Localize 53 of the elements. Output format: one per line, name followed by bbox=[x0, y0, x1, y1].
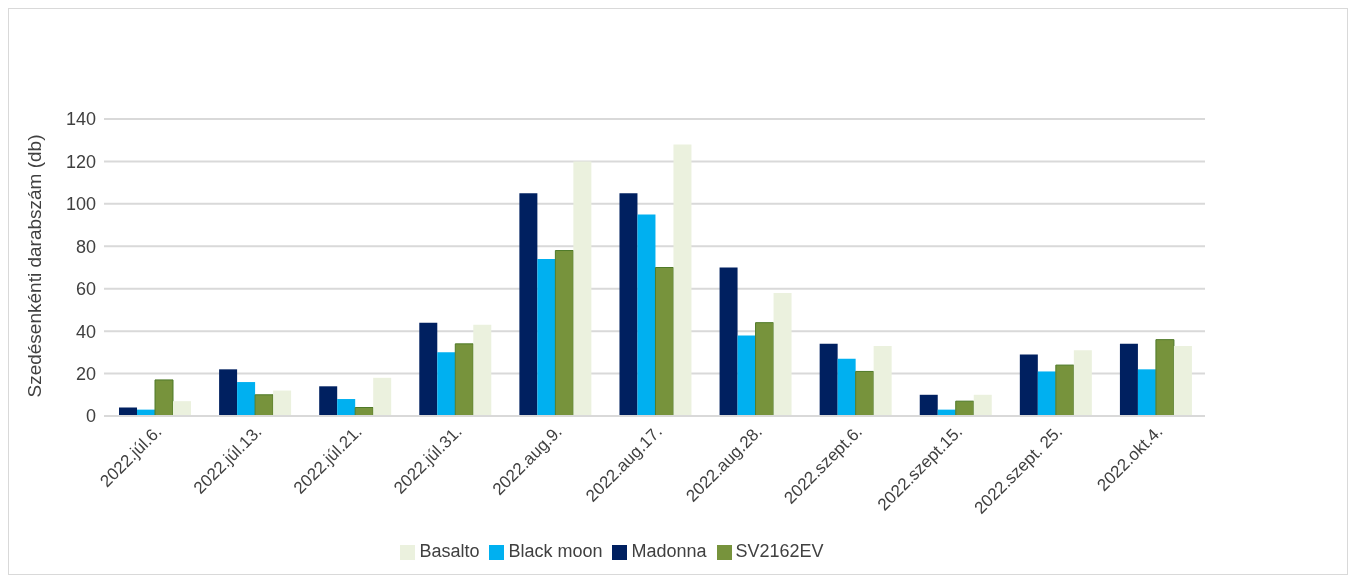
bar bbox=[237, 382, 256, 416]
y-tick-label: 100 bbox=[65, 194, 96, 215]
y-tick-label: 80 bbox=[75, 236, 96, 257]
bar bbox=[673, 144, 692, 416]
bar bbox=[519, 193, 538, 416]
bar bbox=[337, 399, 356, 416]
bar bbox=[437, 352, 456, 416]
bar bbox=[1137, 369, 1156, 416]
bar bbox=[919, 394, 938, 416]
bar bbox=[319, 386, 338, 416]
bar bbox=[955, 400, 975, 416]
bar bbox=[373, 377, 392, 416]
bar bbox=[1037, 371, 1056, 416]
bar bbox=[654, 267, 674, 416]
bar bbox=[173, 401, 192, 416]
y-tick-label: 60 bbox=[75, 279, 96, 300]
bar bbox=[755, 322, 775, 416]
bar bbox=[1173, 345, 1192, 416]
bar bbox=[537, 259, 556, 416]
bar bbox=[719, 267, 738, 416]
bar bbox=[1019, 354, 1038, 416]
bar bbox=[1119, 343, 1138, 416]
bar bbox=[473, 324, 492, 416]
y-axis-title: Szedésenkénti darabszám (db) bbox=[23, 134, 45, 398]
bar bbox=[819, 343, 838, 416]
legend-label: Basalto bbox=[419, 541, 480, 561]
legend-label: Madonna bbox=[631, 541, 707, 561]
bar bbox=[254, 394, 274, 416]
bar bbox=[1073, 350, 1092, 416]
y-tick-label: 140 bbox=[65, 109, 96, 130]
bar bbox=[855, 370, 875, 416]
bar bbox=[454, 343, 474, 416]
bar bbox=[637, 214, 656, 416]
legend-label: Black moon bbox=[508, 541, 603, 561]
y-tick-label: 120 bbox=[65, 151, 96, 172]
bar bbox=[273, 390, 292, 416]
bar bbox=[873, 345, 892, 416]
bar bbox=[619, 193, 638, 416]
bar bbox=[773, 292, 792, 416]
bar bbox=[154, 379, 174, 416]
y-tick-label: 20 bbox=[75, 363, 96, 384]
bar bbox=[973, 394, 992, 416]
y-tick-label: 0 bbox=[85, 406, 96, 427]
bar bbox=[737, 335, 756, 416]
bar bbox=[554, 250, 574, 416]
bar bbox=[1055, 364, 1075, 416]
bar bbox=[573, 161, 592, 416]
bar bbox=[219, 369, 238, 416]
bar bbox=[1155, 339, 1175, 416]
legend-label: SV2162EV bbox=[735, 541, 824, 561]
bar bbox=[837, 358, 856, 416]
bar bbox=[419, 322, 438, 416]
y-tick-label: 40 bbox=[75, 321, 96, 342]
